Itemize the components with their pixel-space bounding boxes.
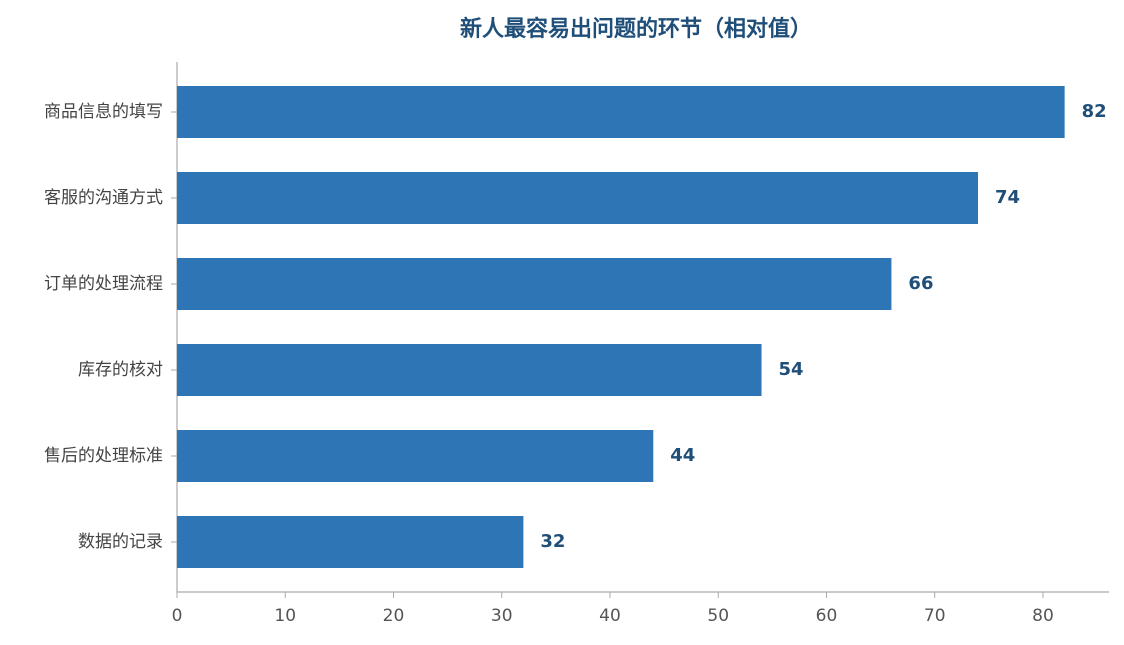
y-tick-label: 售后的处理标准 xyxy=(44,446,163,466)
chart-title: 新人最容易出问题的环节（相对值） xyxy=(460,16,812,42)
x-tick-label: 10 xyxy=(274,606,296,626)
value-label: 66 xyxy=(908,273,933,294)
y-tick-label: 商品信息的填写 xyxy=(44,102,163,122)
value-label: 74 xyxy=(995,187,1020,208)
bar xyxy=(177,86,1065,138)
x-tick-label: 70 xyxy=(924,606,946,626)
x-tick-label: 80 xyxy=(1032,606,1054,626)
bar xyxy=(177,430,654,482)
y-tick-label: 客服的沟通方式 xyxy=(44,188,163,208)
y-tick-label: 数据的记录 xyxy=(78,532,163,552)
x-tick-label: 0 xyxy=(172,606,183,626)
value-label: 54 xyxy=(779,359,804,380)
value-label: 82 xyxy=(1082,101,1107,122)
bar xyxy=(177,344,762,396)
x-tick-label: 40 xyxy=(599,606,621,626)
x-tick-label: 30 xyxy=(491,606,513,626)
y-tick-label: 库存的核对 xyxy=(78,360,163,380)
x-tick-label: 50 xyxy=(707,606,729,626)
value-label: 44 xyxy=(670,445,695,466)
value-label: 32 xyxy=(540,531,565,552)
bar xyxy=(177,258,892,310)
x-tick-label: 20 xyxy=(383,606,405,626)
bar xyxy=(177,172,979,224)
x-tick-label: 60 xyxy=(816,606,838,626)
bar xyxy=(177,516,524,568)
y-tick-label: 订单的处理流程 xyxy=(44,274,163,294)
